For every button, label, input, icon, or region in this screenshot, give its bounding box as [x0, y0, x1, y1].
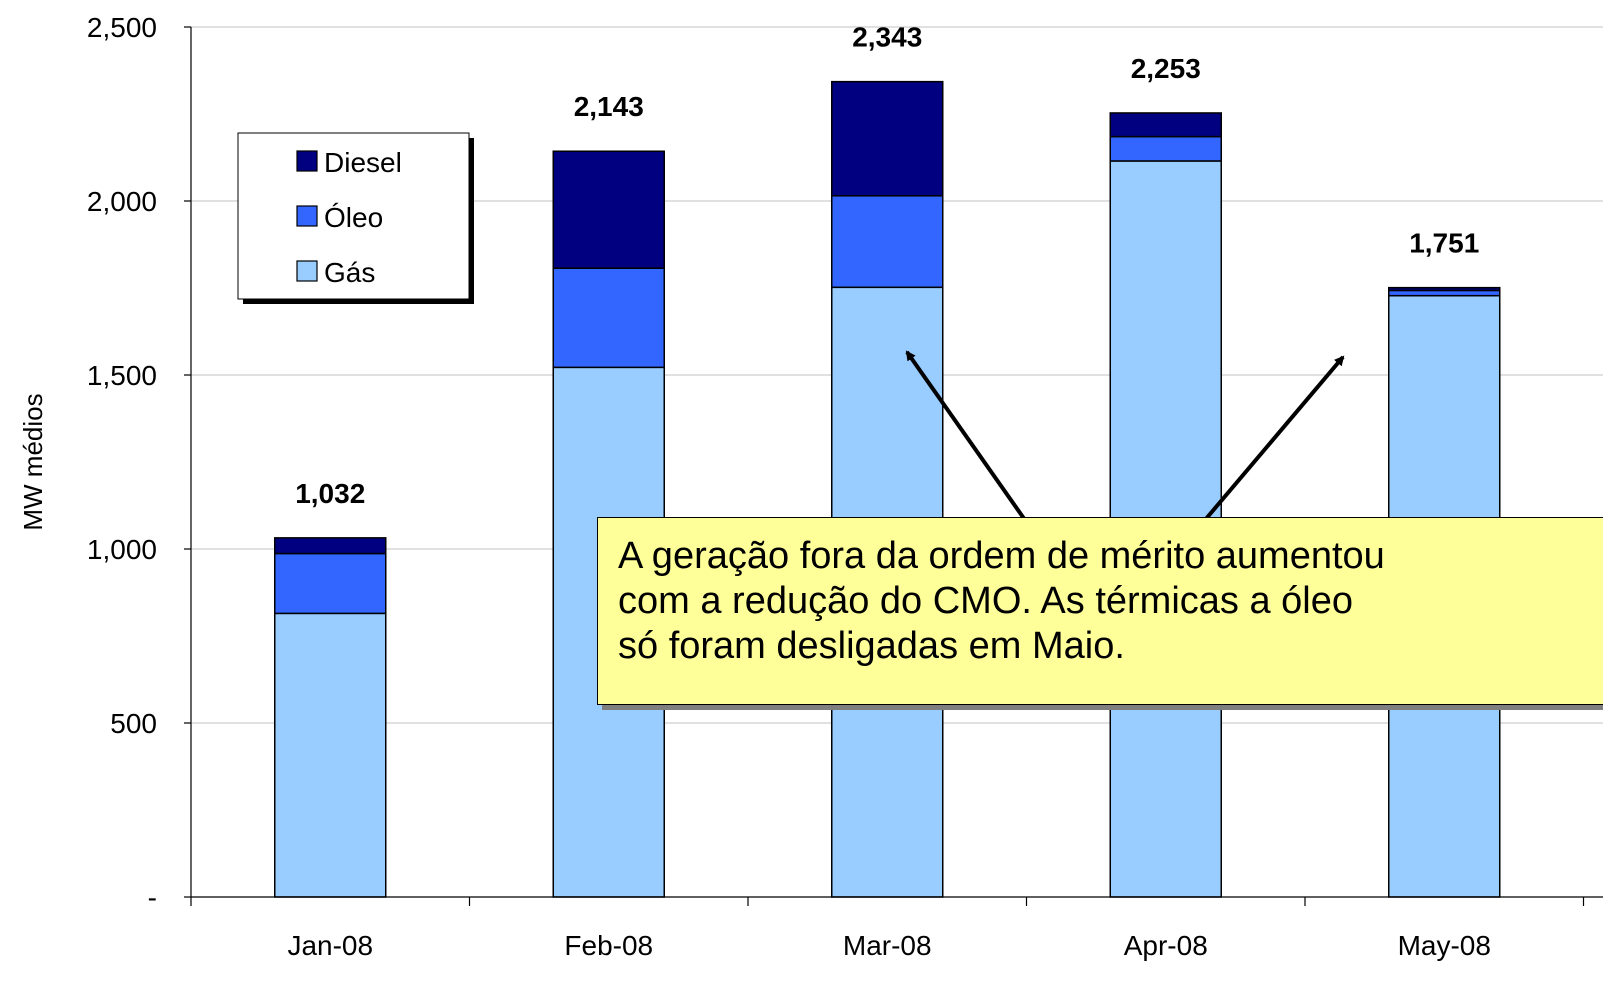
bar-diesel-mar-08 [831, 80, 944, 197]
bar-óleo-feb-08 [552, 267, 665, 369]
bar-óleo-apr-08 [1109, 135, 1222, 162]
x-tick-label: Mar-08 [843, 930, 932, 961]
total-labels: 1,032 2,143 2,343 2,253 1,751 [295, 22, 1479, 509]
arrow-to-mar [905, 350, 1027, 522]
legend-label: Gás [324, 257, 375, 288]
total-label: 1,032 [295, 478, 365, 509]
total-label: 2,343 [852, 22, 922, 53]
bar-gás-jan-08 [274, 612, 387, 898]
bar-diesel-apr-08 [1109, 112, 1222, 138]
bar-diesel-feb-08 [552, 150, 665, 269]
y-tick-label: 1,500 [87, 360, 157, 391]
bar-óleo-mar-08 [831, 195, 944, 289]
x-tick-label: Feb-08 [564, 930, 653, 961]
annotation-arrows [905, 350, 1345, 522]
y-tick-label: 2,500 [87, 12, 157, 43]
arrow-to-apr [1203, 355, 1345, 522]
legend-swatch [296, 150, 318, 172]
bars [274, 80, 1501, 898]
legend-box [237, 132, 470, 300]
y-tick-labels: - 500 1,000 1,500 2,000 2,500 [87, 12, 157, 913]
legend-label: Óleo [324, 202, 383, 233]
bar-diesel-jan-08 [274, 537, 387, 555]
y-axis-title: MW médios [18, 393, 48, 530]
x-tick-label: Apr-08 [1124, 930, 1208, 961]
x-tick-labels: Jan-08 Feb-08 Mar-08 Apr-08 May-08 [287, 930, 1491, 961]
total-label: 2,253 [1131, 53, 1201, 84]
legend: Diesel Óleo Gás [237, 132, 474, 304]
axes [190, 27, 1603, 906]
annotation-callout: A geração fora da ordem de mérito aument… [597, 517, 1603, 705]
total-label: 2,143 [574, 91, 644, 122]
bar-óleo-may-08 [1388, 289, 1501, 297]
legend-swatch [296, 260, 318, 282]
y-tick-label: - [148, 882, 157, 913]
legend-label: Diesel [324, 147, 402, 178]
bar-diesel-may-08 [1388, 286, 1501, 292]
y-tick-label: 500 [110, 708, 157, 739]
total-label: 1,751 [1409, 228, 1479, 259]
x-tick-label: May-08 [1398, 930, 1491, 961]
y-tick-label: 2,000 [87, 186, 157, 217]
x-tick-label: Jan-08 [287, 930, 373, 961]
y-tick-label: 1,000 [87, 534, 157, 565]
legend-swatch [296, 205, 318, 227]
bar-óleo-jan-08 [274, 552, 387, 615]
